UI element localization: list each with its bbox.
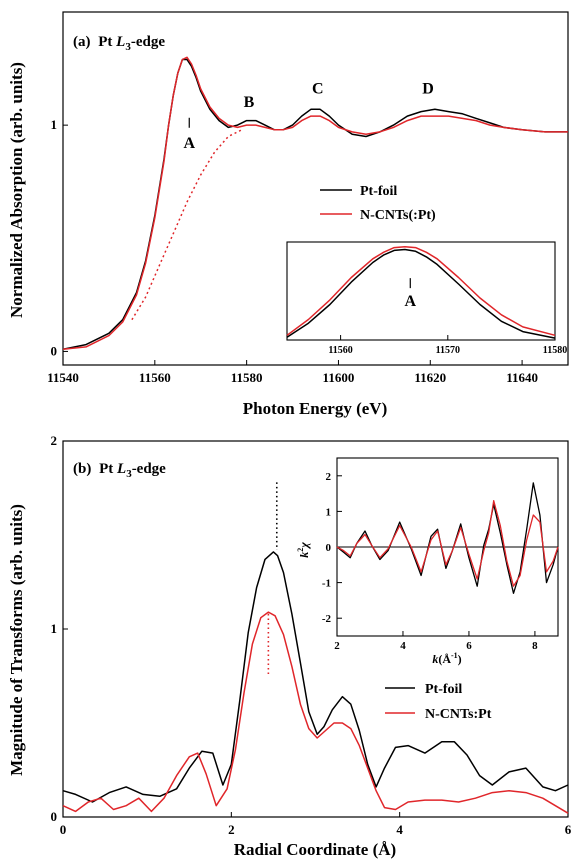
panel-b-ylabel: Magnitude of Transforms (arb. units) (7, 504, 26, 776)
panel-b-xtick-label: 4 (396, 822, 403, 837)
panel-a-ytick-label: 1 (51, 117, 58, 132)
panel-b: 0 2 4 6 0 1 2 (b) Pt L3-edge Pt-foil N-CNTs:Pt… (7, 433, 572, 859)
panel-a-legend: Pt-foil N-CNTs(:Pt) (320, 184, 436, 223)
panel-a-xtick-label: 11560 (139, 370, 171, 385)
panel-b-series-0 (62, 551, 569, 803)
panel-a-xtick-label: 11600 (323, 370, 355, 385)
legend-label-ncnts: N-CNTs(:Pt) (360, 208, 436, 223)
panel-b-xtick-label: 6 (565, 822, 572, 837)
panel-b-series-1 (62, 611, 569, 814)
panel-b-inset-xtick-label: 6 (466, 640, 472, 652)
panel-a-inset-frame (286, 241, 556, 341)
panel-b-title: (b) Pt L3-edge (73, 461, 166, 480)
legend-label-ncnts-b: N-CNTs:Pt (425, 707, 492, 722)
panel-a-inset-xtick-label: 11580 (543, 345, 567, 356)
panel-a-xtick-label: 11580 (231, 370, 263, 385)
legend-label-pt-foil: Pt-foil (360, 184, 397, 199)
panel-b-inset-ytick-label: -1 (322, 578, 331, 590)
panel-b-inset-ytick-label: 2 (326, 471, 332, 483)
panel-a-inset-series-1 (286, 245, 556, 337)
panel-b-inset-ytick-label: -2 (322, 613, 332, 625)
peak-label-C: C (312, 80, 324, 97)
panel-b-inset: 2 4 6 8 -2 -1 0 1 2 k(Å-1) k2χ (296, 457, 559, 666)
peak-label-B: B (244, 94, 255, 111)
panel-a-series-2 (131, 129, 243, 321)
panel-b-xtick-label: 0 (60, 822, 67, 837)
peak-label-A: A (183, 135, 195, 152)
panel-b-inset-ytick-label: 0 (326, 542, 332, 554)
panel-a: 11540 11560 11580 11600 11620 11640 0 1 A B C D (a… (7, 11, 569, 418)
panel-b-inset-xtick-label: 8 (532, 640, 538, 652)
legend-label-pt-foil-b: Pt-foil (425, 682, 462, 697)
panel-b-xlabel: Radial Coordinate (Å) (234, 840, 396, 859)
panel-a-inset: 11560 11570 11580 A (286, 241, 567, 356)
panel-b-inset-ylabel: k2χ (296, 542, 311, 558)
panel-a-inset-xtick-label: 11560 (328, 345, 352, 356)
panel-a-ytick-label: 0 (51, 343, 58, 358)
panel-a-plot-frame (62, 11, 569, 366)
peak-label-D: D (422, 80, 434, 97)
panel-b-legend: Pt-foil N-CNTs:Pt (385, 682, 492, 722)
panel-a-ylabel: Normalized Absorption (arb. units) (7, 62, 26, 318)
panel-b-inset-ytick-label: 1 (326, 506, 332, 518)
panel-a-inset-series-0 (286, 248, 556, 339)
panel-a-xtick-label: 11540 (47, 370, 79, 385)
panel-b-ytick-label: 2 (51, 433, 58, 448)
panel-a-xlabel: Photon Energy (eV) (243, 399, 387, 418)
panel-a-title: (a) Pt L3-edge (73, 34, 165, 53)
panel-b-ytick-label: 1 (51, 621, 58, 636)
panel-a-xtick-label: 11620 (414, 370, 446, 385)
panel-b-inset-xlabel: k(Å-1) (432, 651, 461, 666)
panel-b-inset-series-1 (336, 500, 559, 587)
panel-a-label: (a) (73, 34, 91, 50)
panel-a-series-1 (62, 56, 568, 350)
panel-b-inset-xtick-label: 2 (334, 640, 340, 652)
panel-b-xtick-label: 2 (228, 822, 235, 837)
panel-b-inset-xtick-label: 4 (400, 640, 406, 652)
inset-peak-label-A: A (404, 293, 416, 310)
panel-b-label: (b) (73, 461, 91, 477)
panel-a-inset-xtick-label: 11570 (436, 345, 460, 356)
panel-b-ytick-label: 0 (51, 809, 58, 824)
panel-a-xtick-label: 11640 (506, 370, 538, 385)
